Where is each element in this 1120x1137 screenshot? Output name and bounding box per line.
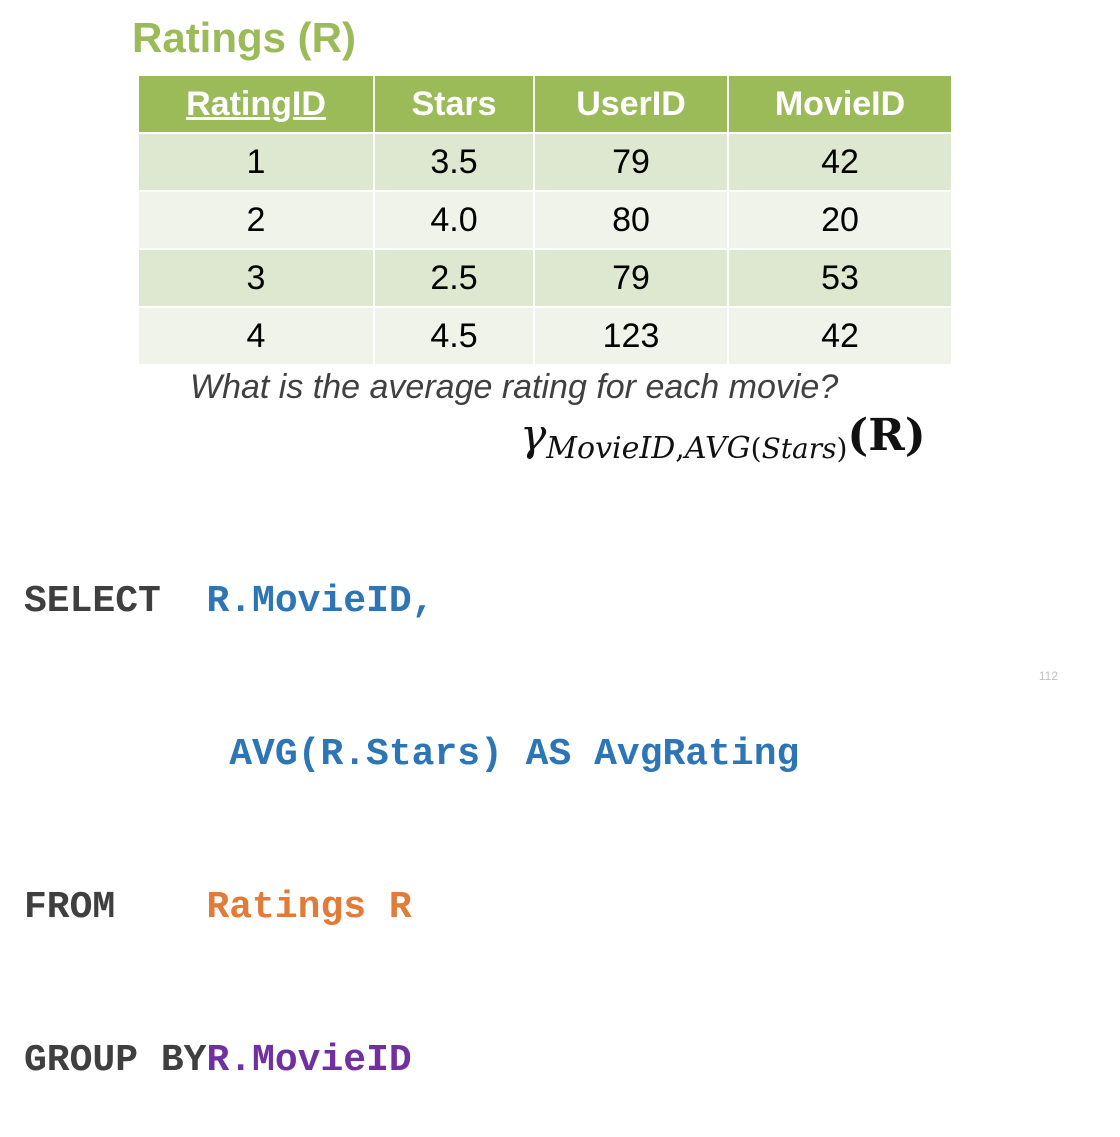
header-movieid: MovieID bbox=[727, 74, 953, 134]
cell-stars: 4.0 bbox=[373, 190, 535, 250]
sql-select-line: SELECT R.MovieID, bbox=[24, 576, 799, 627]
from-table: Ratings R bbox=[206, 886, 412, 929]
subscript-open-paren: ( bbox=[750, 432, 762, 465]
formula-open-paren: ( bbox=[847, 410, 869, 461]
gamma-symbol: γ bbox=[520, 410, 547, 461]
cell-userid: 79 bbox=[533, 132, 729, 192]
cell-movieid: 42 bbox=[727, 132, 953, 192]
groupby-column: R.MovieID bbox=[206, 1039, 412, 1082]
group-attribute: MovieID bbox=[546, 431, 676, 466]
sql-select-line-2: AVG(R.Stars) AS AvgRating bbox=[24, 729, 799, 780]
page-number: 112 bbox=[1038, 669, 1058, 683]
header-stars: Stars bbox=[373, 74, 535, 134]
cell-stars: 2.5 bbox=[373, 248, 535, 308]
cell-stars: 4.5 bbox=[373, 306, 535, 366]
question-text: What is the average rating for each movi… bbox=[190, 368, 839, 406]
header-userid: UserID bbox=[533, 74, 729, 134]
relational-algebra-formula: γMovieID,AVG(Stars)(R) bbox=[520, 410, 1106, 472]
formula-close-paren: ) bbox=[904, 410, 926, 461]
sql-query: SELECT R.MovieID, AVG(R.Stars) AS AvgRat… bbox=[24, 474, 799, 1137]
cell-ratingid: 3 bbox=[137, 248, 375, 308]
select-column-movieid: R.MovieID, bbox=[206, 580, 435, 623]
sql-groupby-line: GROUP BYR.MovieID bbox=[24, 1035, 799, 1086]
subscript-comma: , bbox=[675, 431, 685, 466]
cell-userid: 123 bbox=[533, 306, 729, 366]
cell-movieid: 53 bbox=[727, 248, 953, 308]
cell-ratingid: 4 bbox=[137, 306, 375, 366]
aggregate-attribute: Stars bbox=[761, 432, 837, 465]
aggregate-function: AVG bbox=[684, 431, 751, 466]
table-row: 4 4.5 123 42 bbox=[137, 306, 953, 366]
select-column-avg: AVG(R.Stars) AS AvgRating bbox=[229, 733, 800, 776]
cell-ratingid: 1 bbox=[137, 132, 375, 192]
groupby-keyword: GROUP BY bbox=[24, 1039, 207, 1082]
table-row: 1 3.5 79 42 bbox=[137, 132, 953, 192]
from-keyword: FROM bbox=[24, 886, 116, 929]
cell-movieid: 20 bbox=[727, 190, 953, 250]
slide-title: Ratings (R) bbox=[132, 14, 356, 61]
select-keyword: SELECT bbox=[24, 580, 161, 623]
formula-subscript: MovieID,AVG(Stars) bbox=[546, 431, 847, 466]
cell-userid: 80 bbox=[533, 190, 729, 250]
cell-movieid: 42 bbox=[727, 306, 953, 366]
sql-from-line: FROM Ratings R bbox=[24, 882, 799, 933]
ratings-table: RatingID Stars UserID MovieID 1 3.5 79 4… bbox=[137, 74, 953, 366]
cell-userid: 79 bbox=[533, 248, 729, 308]
cell-ratingid: 2 bbox=[137, 190, 375, 250]
table-header-row: RatingID Stars UserID MovieID bbox=[137, 74, 953, 134]
table-row: 2 4.0 80 20 bbox=[137, 190, 953, 250]
subscript-close-paren: ) bbox=[836, 432, 848, 465]
header-ratingid: RatingID bbox=[137, 74, 375, 134]
formula-relation: R bbox=[868, 410, 905, 461]
cell-stars: 3.5 bbox=[373, 132, 535, 192]
table-row: 3 2.5 79 53 bbox=[137, 248, 953, 308]
